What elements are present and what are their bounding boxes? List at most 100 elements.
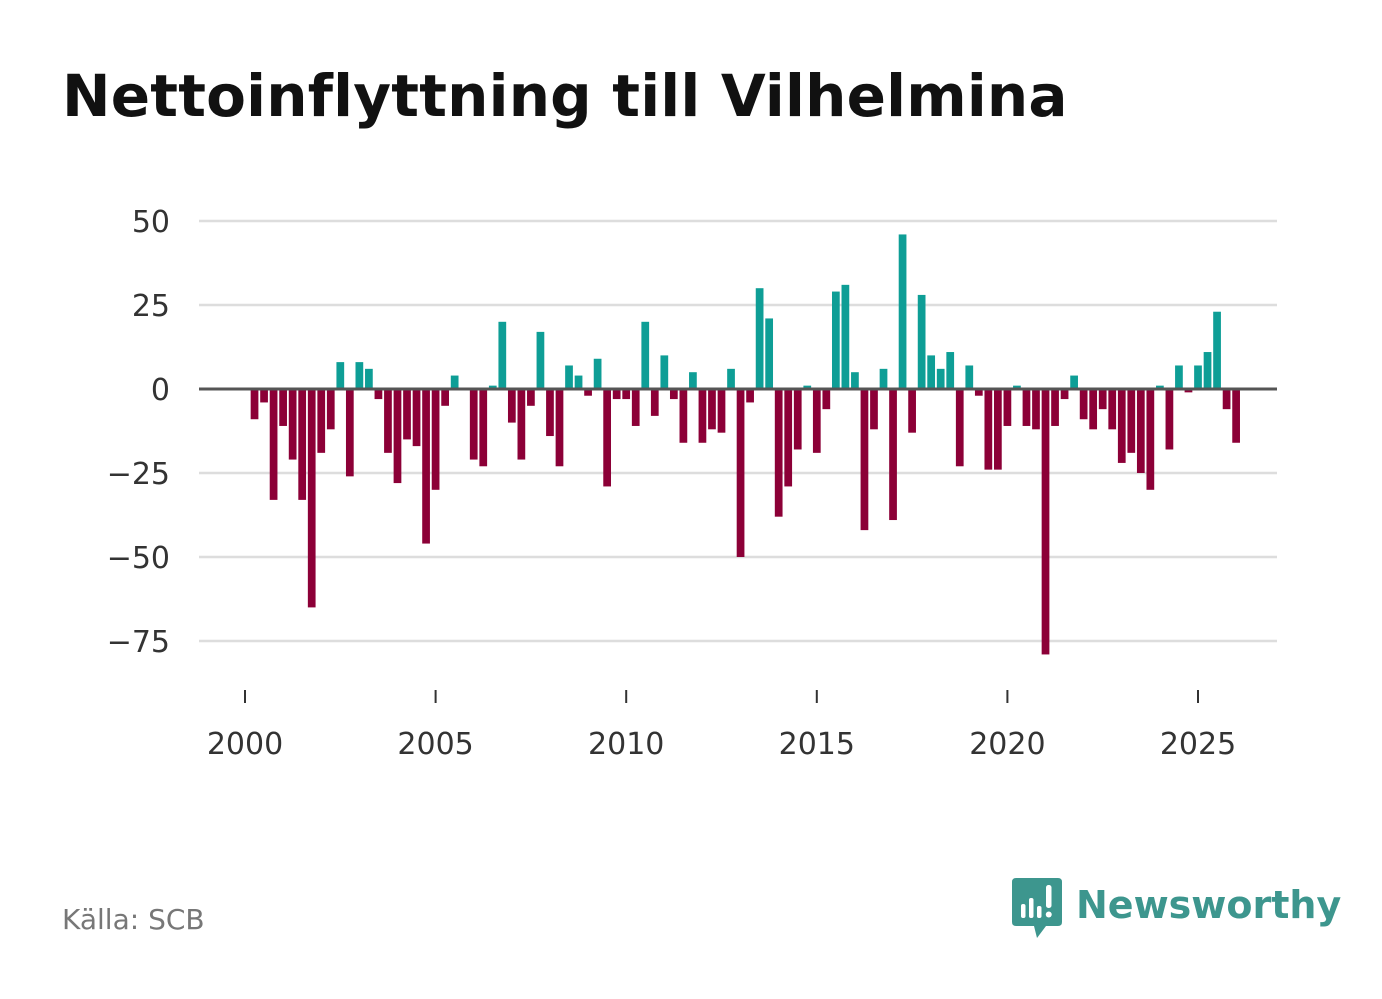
bar (784, 389, 793, 487)
bar (736, 389, 745, 557)
bar (1232, 389, 1240, 443)
bar (1003, 389, 1012, 426)
bar (345, 389, 354, 477)
bar (317, 389, 326, 453)
bar (994, 389, 1002, 470)
bar (412, 389, 421, 447)
bar (336, 362, 345, 389)
brand-name: Newsworthy (1076, 883, 1342, 927)
bar (565, 365, 573, 389)
bar (908, 389, 916, 433)
bar (851, 372, 859, 389)
bar (841, 284, 850, 389)
bar (1098, 389, 1107, 410)
bar (689, 372, 697, 389)
bar (603, 389, 612, 487)
bar (812, 389, 821, 453)
bar (889, 389, 897, 521)
bar (965, 365, 974, 389)
bar (1117, 389, 1126, 463)
bar (755, 288, 764, 389)
x-tick-label: 2005 (397, 727, 473, 762)
bar (441, 389, 449, 406)
bar (650, 389, 659, 416)
bar (898, 234, 907, 389)
bar (765, 318, 774, 389)
x-tick-label: 2025 (1160, 727, 1236, 762)
bar (403, 389, 411, 440)
bar (1070, 375, 1078, 389)
bar (384, 389, 392, 453)
bar (584, 389, 592, 396)
bar (1203, 352, 1212, 389)
bar (746, 389, 754, 403)
bar (355, 362, 364, 389)
bar (393, 389, 402, 484)
bar (879, 368, 888, 389)
bar (679, 389, 688, 443)
bar (927, 355, 936, 389)
bar (946, 352, 955, 389)
bar (1022, 389, 1031, 426)
x-tick-label: 2010 (588, 727, 664, 762)
bar (870, 389, 878, 430)
bar (917, 294, 926, 389)
bar (974, 389, 983, 396)
x-tick-label: 2000 (207, 727, 283, 762)
newsworthy-logo-icon (1012, 878, 1062, 938)
y-tick-label: −50 (107, 541, 170, 576)
bar (422, 389, 430, 544)
bar (1013, 385, 1021, 389)
bar (860, 389, 869, 531)
bar (831, 291, 840, 389)
bar (279, 389, 287, 426)
bar (326, 389, 335, 430)
bar (1041, 389, 1050, 655)
bar (1032, 389, 1040, 430)
bar (536, 331, 545, 389)
bar (698, 389, 707, 443)
y-tick-label: 25 (132, 289, 170, 324)
y-tick-label: 0 (151, 373, 170, 408)
bar (593, 358, 602, 389)
bar (708, 389, 716, 430)
bar (803, 385, 812, 389)
y-tick-label: 50 (132, 205, 170, 240)
bar (793, 389, 802, 450)
bar (669, 389, 678, 400)
bar (1165, 389, 1174, 450)
brand-logo[interactable]: Newsworthy (1012, 878, 1341, 940)
bar (612, 389, 621, 400)
bar (727, 368, 735, 389)
bar (774, 389, 783, 517)
bar (507, 389, 516, 423)
chart-title: Nettoinflyttning till Vilhelmina (62, 62, 1068, 130)
bar (955, 389, 964, 467)
source-label: Källa: SCB (62, 903, 205, 936)
bar (498, 321, 507, 389)
bar (984, 389, 993, 470)
bar (822, 389, 831, 410)
bar (450, 375, 459, 389)
bar (1146, 389, 1155, 490)
bar (1079, 389, 1088, 420)
bar (1051, 389, 1059, 426)
bars (250, 234, 1240, 655)
bar (517, 389, 526, 460)
bar (1194, 365, 1202, 389)
bar (1222, 389, 1231, 410)
bar (546, 389, 554, 437)
bar (1156, 385, 1164, 389)
bar (1136, 389, 1145, 473)
y-axis-ticks: 50 25 0 −25 −50 −75 (107, 205, 170, 660)
bar (1127, 389, 1136, 453)
y-tick-label: −25 (107, 457, 170, 492)
bar (374, 389, 383, 400)
bar (1089, 389, 1098, 430)
x-axis-ticks: 2000 2005 2010 2015 2020 2025 (207, 690, 1236, 762)
bar (269, 389, 278, 500)
bar (527, 389, 535, 406)
y-tick-label: −75 (107, 625, 170, 660)
bar (298, 389, 307, 500)
